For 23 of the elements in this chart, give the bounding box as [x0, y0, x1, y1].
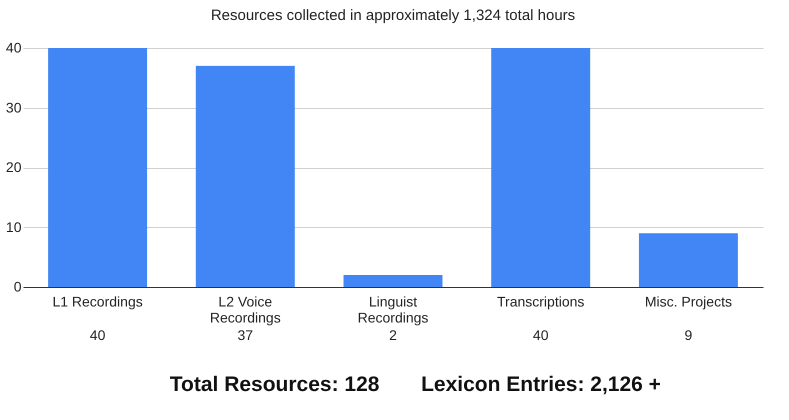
y-tick-label: 0 — [14, 278, 22, 294]
text: Lexicon Entries: 2,126 + — [421, 373, 661, 396]
data-label: 40 — [532, 327, 549, 343]
x-tick-label: Misc. Projects — [644, 294, 732, 310]
x-tick-label: L1 Recordings — [52, 294, 143, 310]
bar — [196, 66, 295, 287]
chart-title: Resources collected in approximately 1,324 total hours — [210, 7, 576, 24]
bar — [491, 48, 590, 287]
y-tick-label: 40 — [6, 40, 22, 56]
data-label: 37 — [238, 327, 254, 343]
x-tick-label: Linguist Recordings — [358, 294, 428, 326]
y-tick-label: 30 — [6, 99, 22, 116]
x-tick-label: Transcriptions — [497, 294, 584, 310]
y-tick-label: 20 — [6, 159, 22, 175]
data-label: 2 — [389, 327, 398, 343]
data-label: 40 — [90, 327, 106, 343]
data-label: 9 — [684, 327, 693, 343]
y-tick-label: 10 — [6, 218, 22, 235]
bar — [344, 275, 442, 287]
bar — [48, 48, 148, 287]
x-tick-label: L2 Voice Recordings — [210, 294, 281, 326]
bar — [638, 233, 738, 287]
text: Total Resources: 128 — [170, 373, 380, 396]
